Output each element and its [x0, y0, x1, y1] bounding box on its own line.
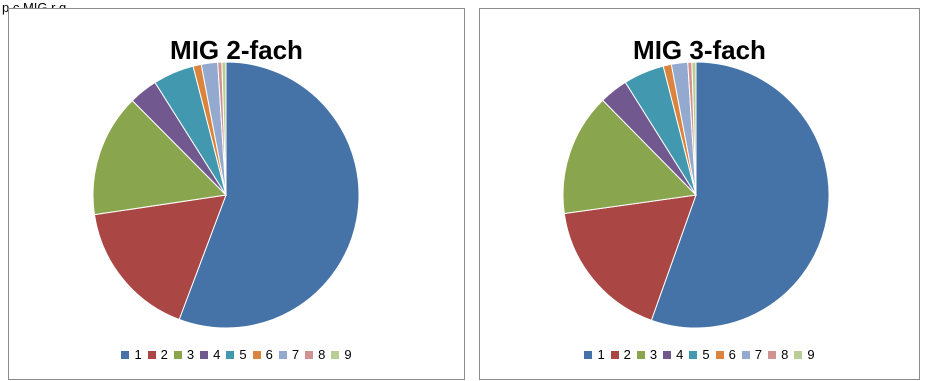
legend-swatch: [584, 350, 593, 359]
legend-swatch: [768, 350, 777, 359]
pie-slice-3: [562, 99, 698, 215]
legend-label: 1: [597, 347, 605, 362]
legend-swatch: [173, 350, 182, 359]
pie-slice-2: [93, 194, 227, 321]
pie-chart: [562, 61, 830, 329]
legend-item-1: 1: [584, 347, 605, 362]
chart-title: MIG 3-fach: [633, 35, 766, 65]
chart-panel-mig-3-fach: MIG 3-fach 1 2 3 4 5 6 7 8 9: [479, 8, 920, 380]
legend-item-8: 8: [768, 347, 788, 362]
pie-slice-9: [691, 61, 697, 196]
legend-swatch: [636, 350, 645, 359]
legend-label: 9: [807, 347, 815, 362]
legend-swatch: [147, 350, 156, 359]
pie-slice-3: [92, 99, 228, 216]
legend-label: 7: [754, 347, 763, 362]
legend-item-3: 3: [173, 347, 195, 362]
legend-item-7: 7: [741, 347, 763, 362]
legend-item-8: 8: [305, 347, 325, 362]
legend-label: 8: [318, 347, 326, 362]
legend-label: 3: [649, 347, 658, 362]
legend-label: 7: [291, 347, 300, 362]
legend-item-6: 6: [252, 347, 273, 362]
chart-legend: 1 2 3 4 5 6 7 8 9: [480, 347, 919, 362]
legend-swatch: [278, 350, 287, 359]
legend-item-9: 9: [794, 347, 815, 362]
legend-label: 3: [186, 347, 195, 362]
legend-item-4: 4: [200, 347, 220, 362]
legend-swatch: [121, 350, 130, 359]
pie-chart: [92, 61, 360, 329]
legend-item-4: 4: [663, 347, 683, 362]
legend-label: 6: [728, 347, 736, 362]
legend-swatch: [226, 350, 235, 359]
legend-swatch: [252, 350, 261, 359]
pie-slice-1: [650, 61, 830, 329]
pie-slice-2: [563, 194, 697, 321]
legend-swatch: [689, 350, 698, 359]
chart-panel-mig-2-fach: MIG 2-fach 1 2 3 4 5 6 7 8 9: [8, 8, 465, 380]
legend-label: 1: [134, 347, 142, 362]
legend-swatch: [663, 350, 672, 359]
legend-label: 6: [265, 347, 273, 362]
legend-label: 5: [702, 347, 710, 362]
legend-swatch: [715, 350, 724, 359]
pie-slice-1: [178, 61, 360, 329]
legend-item-9: 9: [331, 347, 352, 362]
legend-item-6: 6: [715, 347, 736, 362]
chart-title: MIG 2-fach: [170, 35, 303, 65]
legend-item-2: 2: [610, 347, 631, 362]
legend-label: 2: [623, 347, 631, 362]
legend-label: 9: [344, 347, 352, 362]
legend-label: 5: [239, 347, 247, 362]
legend-label: 4: [676, 347, 684, 362]
legend-label: 2: [160, 347, 168, 362]
legend-item-7: 7: [278, 347, 300, 362]
legend-item-1: 1: [121, 347, 142, 362]
legend-item-5: 5: [689, 347, 710, 362]
legend-swatch: [200, 350, 209, 359]
pie-slice-9: [221, 61, 227, 196]
legend-swatch: [331, 350, 340, 359]
legend-item-3: 3: [636, 347, 658, 362]
legend-swatch: [794, 350, 803, 359]
legend-item-5: 5: [226, 347, 247, 362]
legend-swatch: [305, 350, 314, 359]
chart-legend: 1 2 3 4 5 6 7 8 9: [9, 347, 464, 362]
legend-swatch: [741, 350, 750, 359]
legend-label: 8: [781, 347, 789, 362]
legend-swatch: [610, 350, 619, 359]
legend-item-2: 2: [147, 347, 168, 362]
legend-label: 4: [213, 347, 221, 362]
